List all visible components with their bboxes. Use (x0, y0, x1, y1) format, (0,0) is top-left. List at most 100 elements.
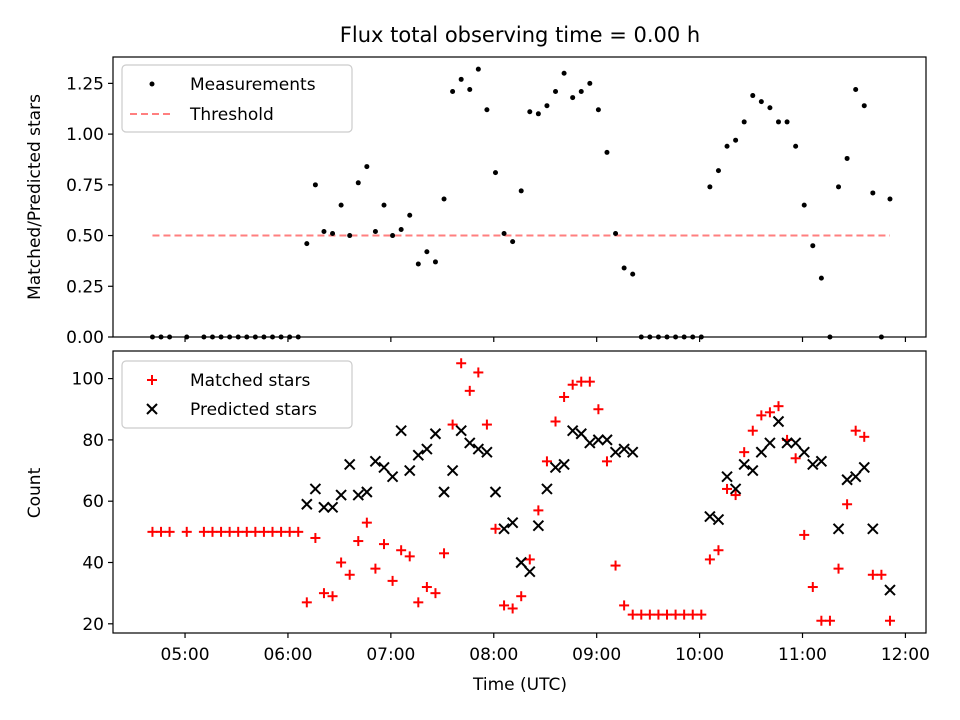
top-y-tick-label: 0.00 (66, 328, 104, 348)
matched-star-point (370, 563, 381, 574)
measurement-point (415, 261, 421, 267)
matched-star-point (481, 419, 492, 430)
matched-star-point (421, 582, 432, 593)
matched-star-point (336, 557, 347, 568)
measurement-point (484, 107, 490, 113)
matched-star-point (713, 545, 724, 556)
predicted-star-point (541, 483, 553, 495)
matched-star-point (704, 554, 715, 565)
measurement-point (330, 231, 336, 237)
legend-predicted-label: Predicted stars (190, 400, 317, 420)
top-y-tick-label: 1.00 (66, 125, 104, 145)
predicted-star-point (369, 455, 382, 468)
x-tick-label: 12:00 (881, 645, 930, 665)
matched-star-point (507, 603, 518, 614)
predicted-star-point (815, 455, 828, 468)
matched-star-point (156, 526, 167, 537)
matched-star-point (670, 609, 681, 620)
measurement-point (613, 231, 619, 237)
predicted-star-point (729, 483, 742, 495)
matched-star-point (473, 367, 484, 378)
predicted-star-point (506, 516, 519, 529)
matched-star-point (207, 526, 218, 537)
measurement-point (870, 190, 876, 196)
measurement-point (553, 88, 559, 94)
predicted-star-point (472, 443, 485, 455)
measurement-point (364, 164, 370, 170)
matched-star-point (567, 379, 578, 390)
legend-matched-marker (147, 375, 157, 385)
predicted-star-point (712, 513, 725, 526)
matched-star-point (301, 597, 312, 608)
matched-star-point (267, 526, 278, 537)
bottom-x-axis: 05:00 06:00 07:00 08:00 09:00 10:00 11:00 12:00 (161, 633, 930, 665)
x-tick-label: 06:00 (263, 645, 312, 665)
predicted-star-point (438, 486, 450, 498)
matched-star-point (747, 425, 758, 436)
predicted-star-point (858, 461, 870, 474)
predicted-star-point (704, 510, 716, 523)
predicted-star-point (412, 449, 425, 461)
predicted-star-point (549, 461, 562, 474)
measurement-point (510, 239, 516, 245)
matched-star-point (696, 609, 707, 620)
predicted-star-point (575, 428, 587, 440)
measurement-point (836, 184, 842, 190)
matched-star-point (361, 517, 372, 528)
matched-star-point (276, 526, 287, 537)
matched-star-point (550, 416, 561, 427)
matched-star-point (293, 526, 304, 537)
predicted-star-point (738, 458, 750, 471)
predicted-star-point (378, 461, 390, 474)
matched-star-point (327, 591, 338, 602)
matched-star-point (576, 376, 587, 387)
bottom-y-tick-label: 20 (82, 615, 104, 635)
measurement-point (784, 119, 790, 125)
predicted-star-point (601, 434, 613, 446)
predicted-star-point (326, 501, 339, 514)
measurement-point (844, 155, 850, 161)
predicted-star-point (335, 489, 347, 501)
predicted-star-point (318, 501, 330, 514)
matched-star-point (533, 505, 544, 516)
top-y-tick-label: 0.25 (66, 277, 104, 297)
matched-star-point (344, 569, 355, 580)
matched-star-point (396, 545, 407, 556)
x-tick-label: 09:00 (572, 645, 621, 665)
bottom-axes-frame (112, 350, 927, 634)
measurement-point (793, 143, 799, 149)
matched-star-point (241, 526, 252, 537)
x-tick-label: 05:00 (161, 645, 210, 665)
measurement-point (570, 95, 576, 101)
predicted-star-point (884, 584, 896, 596)
legend-measurements-marker (149, 81, 155, 87)
matched-star-point (644, 609, 655, 620)
x-tick-label: 07:00 (366, 645, 415, 665)
predicted-star-point (558, 458, 570, 471)
matched-star-point (258, 526, 269, 537)
measurement-point (381, 202, 387, 208)
predicted-star-point (618, 443, 630, 455)
bottom-y-tick-label: 100 (72, 370, 104, 390)
matched-star-point (833, 563, 844, 574)
predicted-star-point (566, 424, 579, 437)
measurement-point (621, 265, 627, 271)
predicted-star-point (515, 556, 527, 569)
predicted-star-point (626, 446, 639, 458)
measurement-point (398, 226, 404, 232)
measurement-point (441, 196, 447, 202)
matched-star-point (353, 536, 364, 547)
matched-star-point (490, 523, 501, 534)
bottom-y-tick-label: 60 (82, 492, 104, 512)
top-plot-area (149, 66, 893, 340)
measurement-point (390, 233, 396, 239)
x-tick-label: 08:00 (469, 645, 518, 665)
measurement-point (458, 76, 464, 82)
matched-star-point (413, 597, 424, 608)
matched-star-point (884, 615, 895, 626)
top-y-tick-label: 0.75 (66, 176, 104, 196)
matched-star-point (610, 560, 621, 571)
measurement-point (527, 109, 533, 115)
bottom-plot-area (147, 358, 896, 626)
predicted-star-point (464, 437, 476, 449)
